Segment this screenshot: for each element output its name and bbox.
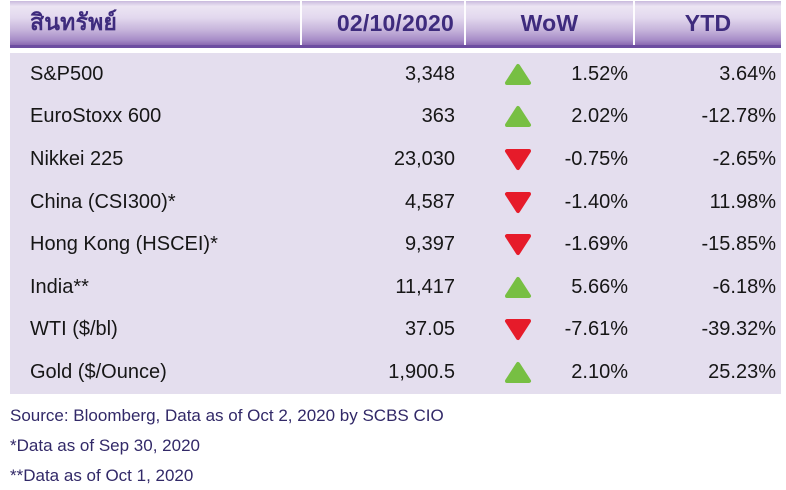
ytd-change-value: 3.64%: [719, 62, 776, 85]
wow-change-cell: -1.69%: [466, 223, 635, 266]
ytd-change-value: -39.32%: [701, 318, 777, 341]
wow-change-value: 1.52%: [571, 62, 628, 85]
up-triangle-icon: [505, 106, 531, 128]
asset-name: S&P500: [30, 62, 104, 85]
wow-change-value: -1.40%: [564, 190, 628, 213]
down-triangle-icon: [505, 191, 531, 213]
ytd-change-value: -12.78%: [701, 105, 777, 128]
asset-name: EuroStoxx 600: [30, 105, 162, 128]
ytd-change-value: 11.98%: [709, 190, 776, 213]
source-note: Source: Bloomberg, Data as of Oct 2, 202…: [10, 405, 444, 425]
table-row: China (CSI300)* 4,587 -1.40% 11.98%: [10, 181, 781, 224]
asset-value: 3,348: [404, 62, 455, 85]
asset-name: China (CSI300)*: [30, 190, 176, 213]
table-header-row: สินทรัพย์ 02/10/2020 WoW YTD: [10, 1, 781, 48]
ytd-change-value: 25.23%: [708, 360, 776, 383]
asset-name: Nikkei 225: [30, 147, 124, 170]
wow-change-value: -1.69%: [564, 233, 628, 256]
wow-change-cell: 2.02%: [466, 96, 635, 139]
wow-change-value: 2.10%: [571, 360, 628, 383]
table-row: Hong Kong (HSCEI)* 9,397 -1.69% -15.85%: [10, 223, 781, 266]
asset-value: 4,587: [404, 190, 455, 213]
asset-value: 37.05: [404, 318, 455, 341]
asset-value: 1,900.5: [388, 360, 455, 383]
table-row: India** 11,417 5.66% -6.18%: [10, 266, 781, 309]
wow-change-value: 5.66%: [571, 275, 628, 298]
wow-change-cell: 1.52%: [466, 53, 635, 96]
wow-change-cell: -1.40%: [466, 181, 635, 224]
table-row: WTI ($/bl) 37.05 -7.61% -39.32%: [10, 309, 781, 352]
wow-change-cell: 5.66%: [466, 266, 635, 309]
ytd-change-value: -2.65%: [712, 147, 776, 170]
asset-value: 9,397: [404, 233, 455, 256]
column-header-asset: สินทรัพย์: [10, 1, 302, 45]
wow-change-value: -7.61%: [564, 318, 628, 341]
asset-name: WTI ($/bl): [30, 318, 118, 341]
up-triangle-icon: [505, 63, 531, 85]
wow-change-value: -0.75%: [564, 147, 628, 170]
ytd-change-value: -6.18%: [712, 275, 776, 298]
asset-value: 363: [421, 105, 455, 128]
wow-change-cell: 2.10%: [466, 351, 635, 394]
asset-name: Hong Kong (HSCEI)*: [30, 233, 218, 256]
wow-change-cell: -0.75%: [466, 138, 635, 181]
up-triangle-icon: [505, 276, 531, 298]
asset-performance-table: สินทรัพย์ 02/10/2020 WoW YTD S&P500 3,34…: [10, 1, 781, 490]
footnote-double-asterisk: **Data as of Oct 1, 2020: [10, 465, 194, 485]
table-body: S&P500 3,348 1.52% 3.64% EuroStoxx 600 3…: [10, 53, 781, 394]
asset-value: 11,417: [395, 275, 455, 298]
footnote-single-asterisk: *Data as of Sep 30, 2020: [10, 435, 200, 455]
column-header-wow: WoW: [466, 1, 635, 45]
table-row: Nikkei 225 23,030 -0.75% -2.65%: [10, 138, 781, 181]
asset-name: India**: [30, 275, 89, 298]
wow-change-cell: -7.61%: [466, 309, 635, 352]
table-row: Gold ($/Ounce) 1,900.5 2.10% 25.23%: [10, 351, 781, 394]
footnotes: Source: Bloomberg, Data as of Oct 2, 202…: [10, 401, 781, 490]
asset-name: Gold ($/Ounce): [30, 360, 167, 383]
up-triangle-icon: [505, 361, 531, 383]
down-triangle-icon: [505, 234, 531, 256]
table-row: S&P500 3,348 1.52% 3.64%: [10, 53, 781, 96]
column-header-ytd: YTD: [684, 9, 732, 36]
table-row: EuroStoxx 600 363 2.02% -12.78%: [10, 96, 781, 139]
column-header-date: 02/10/2020: [302, 1, 466, 45]
down-triangle-icon: [505, 319, 531, 341]
wow-change-value: 2.02%: [571, 105, 628, 128]
ytd-change-value: -15.85%: [701, 233, 777, 256]
down-triangle-icon: [505, 148, 531, 170]
asset-value: 23,030: [393, 147, 455, 170]
